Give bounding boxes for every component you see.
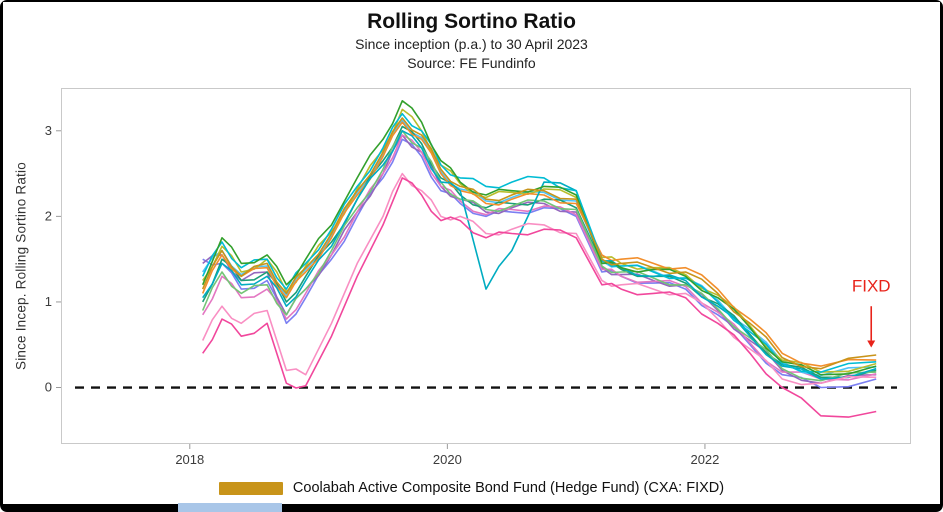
- y-tick-label: 3: [45, 123, 52, 138]
- series-line: [202, 119, 877, 377]
- chart-source: Source: FE Fundinfo: [407, 55, 536, 71]
- legend: Coolabah Active Composite Bond Fund (Hed…: [3, 480, 940, 496]
- series-line: [201, 100, 877, 376]
- series-line: [201, 129, 877, 382]
- series-line: [202, 138, 877, 389]
- chart-title: Rolling Sortino Ratio: [367, 10, 576, 33]
- plot-area: 0 1 2 3 2018 2020 2022 FIXD: [45, 88, 911, 467]
- x-tick-label: 2020: [433, 452, 462, 467]
- fixd-annotation-arrowhead: [867, 340, 876, 348]
- legend-label: Coolabah Active Composite Bond Fund (Hed…: [292, 480, 725, 496]
- series-line: [202, 134, 877, 385]
- x-tick-label: 2022: [690, 452, 719, 467]
- series-line: [201, 125, 877, 379]
- chart-canvas: Rolling Sortino Ratio Since inception (p…: [3, 2, 940, 504]
- plot-border: [61, 88, 911, 444]
- y-tick-label: 2: [45, 208, 52, 223]
- bottom-partial-element: [178, 503, 282, 512]
- series-line: [201, 112, 877, 373]
- legend-swatch-coolabah: [218, 481, 283, 495]
- x-tick-label: 2018: [175, 452, 204, 467]
- series-line: [202, 177, 877, 418]
- y-tick-label: 0: [45, 380, 52, 395]
- fixd-annotation-label: FIXD: [852, 277, 891, 296]
- series-line: [202, 108, 877, 373]
- series-line: [201, 117, 877, 370]
- y-tick-label: 1: [45, 294, 52, 309]
- series-line: [201, 121, 877, 367]
- chart-subtitle: Since inception (p.a.) to 30 April 2023: [355, 36, 588, 52]
- y-axis-label: Since Incep. Rolling Sortino Ratio: [13, 162, 29, 370]
- series-line: [202, 129, 877, 380]
- series-line: [202, 134, 877, 381]
